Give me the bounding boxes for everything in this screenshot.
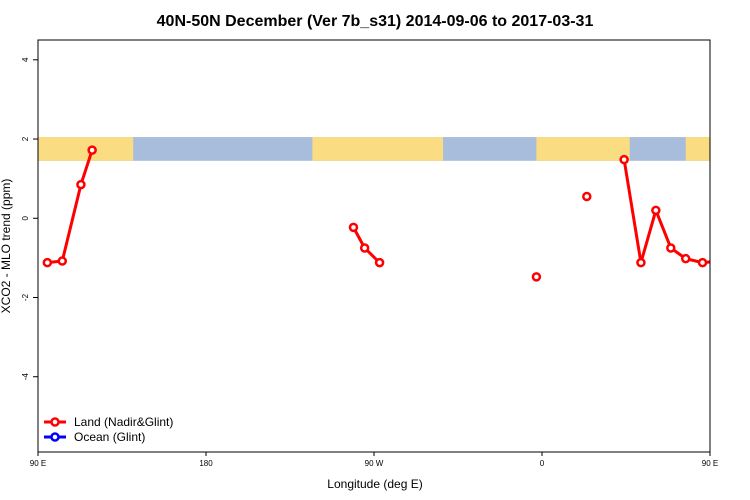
x-tick-label: 90 E	[702, 459, 718, 468]
data-point	[42, 257, 53, 268]
legend-marker	[50, 432, 60, 442]
data-point	[697, 257, 708, 268]
data-point	[636, 257, 646, 268]
map-strip-land	[38, 137, 134, 161]
data-point	[736, 181, 743, 188]
y-tick-label: 4	[21, 57, 30, 62]
x-tick-label: 90 W	[365, 459, 384, 468]
y-tick-label: -4	[21, 373, 30, 381]
data-point	[531, 272, 542, 282]
plot-frame	[37, 39, 711, 453]
data-point	[716, 258, 723, 265]
map-strip-land	[312, 137, 444, 161]
map-strip-land	[536, 137, 630, 161]
map-strip-land	[685, 137, 710, 161]
data-point	[76, 179, 86, 190]
y-tick-label: -2	[21, 293, 30, 301]
data-point	[374, 257, 385, 268]
data-point	[680, 253, 691, 264]
map-strip	[38, 137, 750, 161]
x-tick-label: 180	[199, 459, 213, 468]
x-tick-label: 0	[540, 459, 545, 468]
y-axis: 4 2 0 -2 -4	[21, 57, 38, 380]
series-line	[622, 159, 710, 265]
legend-marker	[50, 417, 60, 427]
legend-label: Land (Nadir&Glint)	[74, 415, 173, 429]
y-tick-label: 2	[21, 136, 30, 141]
data-point	[619, 154, 629, 165]
data-point	[582, 191, 592, 202]
legend-label: Ocean (Glint)	[74, 430, 145, 444]
y-tick-label: 0	[21, 215, 30, 220]
plot-series	[42, 145, 743, 282]
data-point	[651, 205, 661, 216]
x-tick-label: 90 E	[30, 459, 46, 468]
legend: Land (Nadir&Glint)Ocean (Glint)	[44, 415, 173, 444]
chart-title: 40N-50N December (Ver 7b_s31) 2014-09-06…	[157, 13, 594, 30]
data-point	[666, 243, 676, 253]
x-axis-title: Longitude (deg E)	[327, 477, 422, 491]
y-axis-title: XCO2 - MLO trend (ppm)	[0, 179, 13, 314]
data-point	[57, 256, 68, 266]
data-point	[87, 145, 97, 155]
data-point	[348, 222, 359, 233]
series-line	[47, 149, 94, 265]
map-strip-land	[740, 137, 750, 161]
x-axis: 90 E 180 90 W 0 90 E	[30, 452, 718, 468]
data-point	[359, 243, 370, 253]
